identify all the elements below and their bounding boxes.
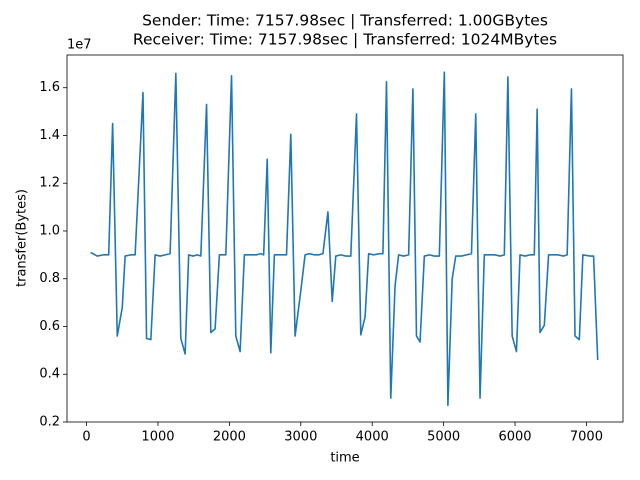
y-tick-label: 1.0 <box>39 223 60 238</box>
x-axis-label: time <box>330 451 359 466</box>
y-offset-label: 1e7 <box>67 38 92 53</box>
x-tick-label: 4000 <box>356 430 389 445</box>
chart-title: Receiver: Time: 7157.98sec | Transferred… <box>133 31 557 49</box>
y-tick-label: 0.6 <box>39 319 60 334</box>
x-tick-label: 1000 <box>141 430 174 445</box>
plot-frame <box>66 54 624 423</box>
y-tick-label: 1.4 <box>39 128 60 143</box>
y-tick-label: 0.4 <box>39 367 60 382</box>
y-tick-label: 0.8 <box>39 271 60 286</box>
x-tick-label: 5000 <box>427 430 460 445</box>
chart-title: Sender: Time: 7157.98sec | Transferred: … <box>142 12 548 30</box>
y-axis-label: transfer(Bytes) <box>15 189 30 287</box>
x-tick-label: 7000 <box>570 430 603 445</box>
y-tick-label: 1.6 <box>39 80 60 95</box>
y-tick-label: 0.2 <box>39 415 60 430</box>
data-line <box>90 71 599 407</box>
x-tick-label: 6000 <box>498 430 531 445</box>
x-tick-label: 0 <box>82 430 90 445</box>
x-tick-label: 2000 <box>213 430 246 445</box>
y-tick-label: 1.2 <box>39 176 60 191</box>
x-tick-label: 3000 <box>284 430 317 445</box>
